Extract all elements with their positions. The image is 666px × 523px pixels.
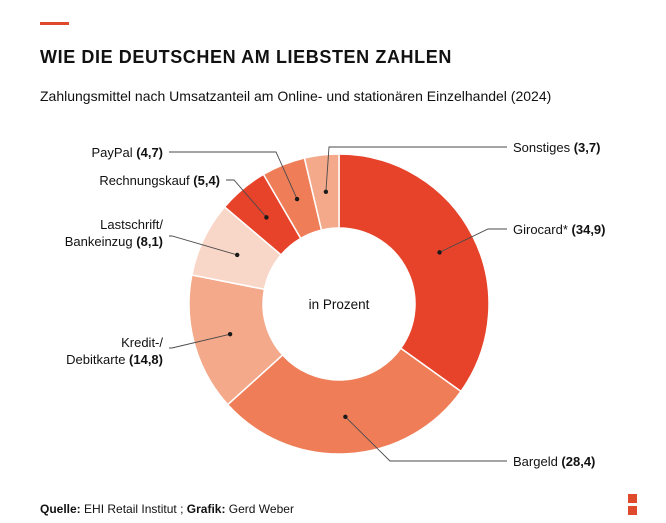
label-line-kredit: Debitkarte [66, 352, 125, 367]
footer-credits: Quelle: EHI Retail Institut ; Grafik: Ge… [40, 502, 294, 516]
leader-kredit [169, 333, 231, 349]
label-line-paypal: PayPal [91, 145, 132, 160]
graphic-label: Grafik: [186, 502, 226, 516]
label-sonstiges: Sonstiges (3,7) [513, 140, 600, 155]
publisher-logo [628, 494, 640, 516]
marker-lastschrift [235, 252, 240, 258]
slice-sonstiges [303, 153, 340, 231]
label-line-lastschrift: Bankeinzug [65, 234, 133, 249]
center-label: in Prozent [309, 297, 370, 312]
value-rechnungskauf: (5,4) [190, 173, 220, 188]
value-girocard: (34,9) [568, 222, 606, 237]
marker-kredit [227, 331, 233, 337]
leader-bargeld [345, 416, 507, 462]
slice-girocard [338, 153, 490, 393]
labels-group: Girocard* (34,9) Bargeld (28,4) Kredit-/ De… [65, 140, 606, 469]
chart-subtitle: Zahlungsmittel nach Umsatzanteil am Onli… [40, 88, 552, 104]
label-kredit: Kredit-/ Debitkarte (14,8) [66, 335, 163, 367]
leader-lastschrift [169, 235, 238, 256]
leader-girocard [439, 228, 507, 253]
value-lastschrift: (8,1) [133, 234, 163, 249]
value-bargeld: (28,4) [558, 454, 596, 469]
slice-bargeld [226, 347, 462, 455]
label-paypal: PayPal (4,7) [91, 145, 163, 160]
label-line-kredit: Kredit-/ [121, 335, 163, 350]
marker-girocard [437, 250, 442, 255]
label-line-girocard: Girocard* [513, 222, 568, 237]
leader-rechnungskauf [226, 179, 267, 218]
marker-sonstiges [323, 189, 329, 194]
separator: ; [180, 502, 184, 516]
label-line-lastschrift: Lastschrift/ [100, 217, 163, 232]
chart-title: WIE DIE DEUTSCHEN AM LIEBSTEN ZAHLEN [40, 47, 452, 67]
value-sonstiges: (3,7) [570, 140, 600, 155]
label-rechnungskauf: Rechnungskauf (5,4) [99, 173, 220, 188]
source-value: EHI Retail Institut [84, 502, 177, 516]
label-line-sonstiges: Sonstiges [513, 140, 571, 155]
label-lastschrift: Lastschrift/Bankeinzug (8,1) [65, 217, 164, 249]
marker-bargeld [343, 414, 348, 420]
marker-rechnungskauf [264, 215, 269, 220]
slices-group [188, 153, 490, 455]
label-line-rechnungskauf: Rechnungskauf [99, 173, 190, 188]
marker-paypal [294, 196, 300, 202]
graphic-value: Gerd Weber [228, 502, 294, 516]
source-label: Quelle: [40, 502, 81, 516]
label-bargeld: Bargeld (28,4) [513, 454, 595, 469]
leader-paypal [169, 151, 298, 200]
value-paypal: (4,7) [133, 145, 163, 160]
leaders-group [169, 146, 507, 462]
label-girocard: Girocard* (34,9) [513, 222, 606, 237]
leader-sonstiges [325, 146, 507, 192]
label-line-bargeld: Bargeld [513, 454, 558, 469]
accent-bar [40, 22, 69, 25]
value-kredit: (14,8) [125, 352, 163, 367]
